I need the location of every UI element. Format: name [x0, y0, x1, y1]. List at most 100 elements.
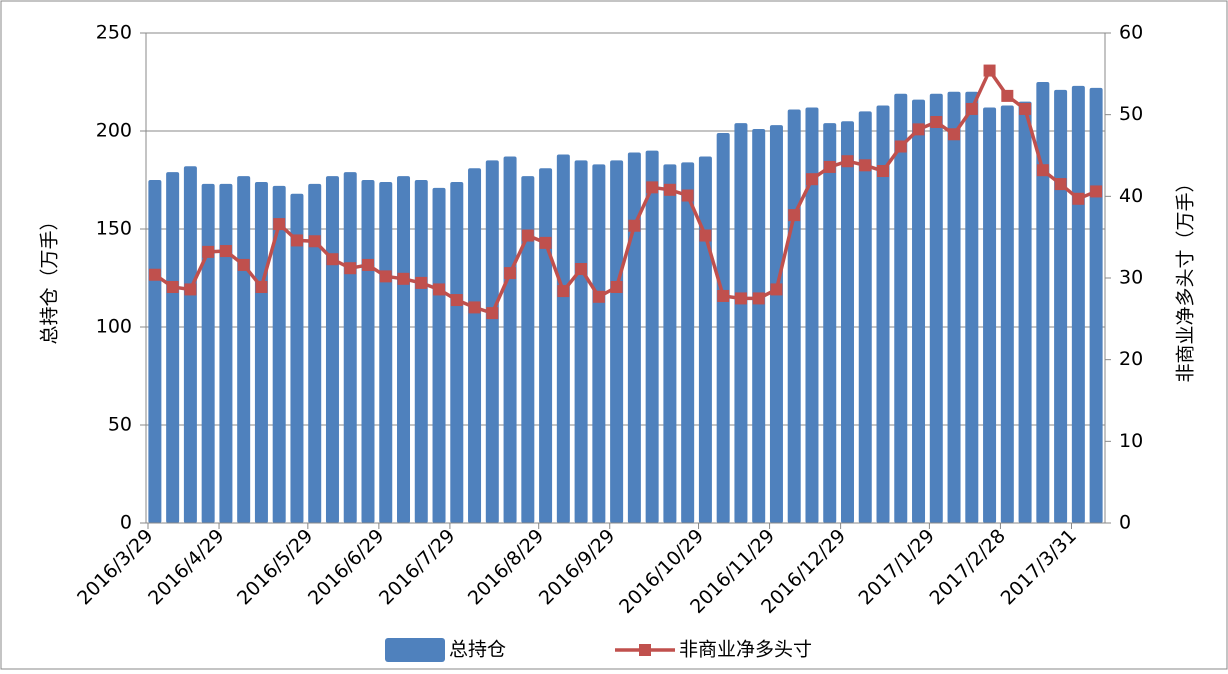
line-marker — [823, 160, 836, 173]
line-marker — [415, 276, 428, 289]
line-marker — [379, 270, 392, 283]
line-marker — [433, 283, 446, 296]
line-marker — [930, 116, 943, 129]
line-marker — [681, 189, 694, 202]
bar — [787, 109, 801, 523]
line-marker — [841, 155, 854, 168]
y2-tick-label: 10 — [1119, 430, 1143, 452]
bar — [1071, 85, 1085, 524]
line-marker — [344, 262, 357, 275]
bar — [183, 166, 197, 523]
line-marker — [539, 236, 552, 249]
line-marker — [983, 64, 996, 77]
line-marker — [859, 159, 872, 172]
bar — [858, 111, 872, 524]
line-marker — [148, 268, 161, 281]
bar — [716, 132, 730, 523]
line-marker — [628, 219, 641, 232]
bar — [663, 164, 677, 523]
bar — [201, 183, 215, 524]
bar — [610, 160, 624, 523]
line-marker — [202, 245, 215, 258]
line-marker — [1001, 89, 1014, 102]
y-tick-label: 0 — [120, 512, 132, 534]
legend-label: 总持仓 — [449, 639, 506, 661]
bar — [645, 150, 659, 523]
bar — [805, 107, 819, 523]
bar — [698, 156, 712, 524]
line-marker — [504, 267, 517, 280]
legend-marker — [639, 644, 651, 656]
line-marker — [948, 128, 961, 141]
y-tick-label: 150 — [96, 218, 132, 240]
y2-tick-label: 30 — [1119, 267, 1143, 289]
line-marker — [450, 294, 463, 307]
y2-tick-label: 20 — [1119, 348, 1143, 370]
line-marker — [326, 253, 339, 266]
line-marker — [663, 183, 676, 196]
bar — [929, 93, 943, 523]
line-marker — [1072, 192, 1085, 205]
bar — [468, 168, 482, 524]
line-marker — [468, 301, 481, 314]
line-marker — [912, 123, 925, 136]
bar — [450, 181, 464, 523]
line-marker — [290, 234, 303, 247]
bar — [947, 91, 961, 524]
legend-swatch — [385, 638, 445, 662]
bar — [840, 121, 854, 523]
bar — [219, 183, 233, 524]
line-marker — [699, 229, 712, 242]
y-tick-label: 250 — [96, 22, 132, 44]
line-marker — [717, 289, 730, 302]
bar — [432, 187, 446, 523]
line-marker — [646, 181, 659, 194]
y2-axis-label: 非商业净多头寸（万手） — [1175, 173, 1197, 382]
line-marker — [166, 280, 179, 293]
line-marker — [877, 165, 890, 178]
bar — [681, 162, 695, 524]
bar — [965, 91, 979, 524]
bar — [574, 160, 588, 523]
bar — [272, 185, 286, 523]
bar — [592, 164, 606, 523]
bar — [414, 180, 428, 523]
line-marker — [734, 292, 747, 305]
line-marker — [521, 229, 534, 242]
bar — [876, 105, 890, 524]
bar — [556, 154, 570, 523]
line-marker — [788, 209, 801, 222]
bar — [823, 123, 837, 523]
bar — [166, 172, 180, 523]
bar — [734, 123, 748, 523]
bar — [1018, 101, 1032, 523]
bar — [1089, 87, 1103, 523]
line-marker — [1036, 164, 1049, 177]
bar — [983, 107, 997, 523]
bar — [769, 125, 783, 524]
bar — [1054, 89, 1068, 523]
bar — [343, 172, 357, 523]
line-marker — [557, 285, 570, 298]
line-marker — [1019, 102, 1032, 115]
bar — [1000, 105, 1014, 524]
y2-tick-label: 50 — [1119, 103, 1143, 125]
bar — [539, 168, 553, 524]
line-marker — [184, 283, 197, 296]
line-marker — [575, 263, 588, 276]
line-marker — [397, 272, 410, 285]
line-marker — [486, 307, 499, 320]
bar — [521, 176, 535, 523]
line-marker — [1054, 178, 1067, 191]
y2-tick-label: 0 — [1119, 512, 1131, 534]
bar — [397, 176, 411, 523]
bar — [485, 160, 499, 523]
y2-tick-label: 40 — [1119, 185, 1143, 207]
line-marker — [361, 258, 374, 271]
line-marker — [610, 280, 623, 293]
bar — [308, 183, 322, 524]
bar — [325, 176, 339, 523]
bar — [627, 152, 641, 523]
bar — [148, 180, 162, 523]
